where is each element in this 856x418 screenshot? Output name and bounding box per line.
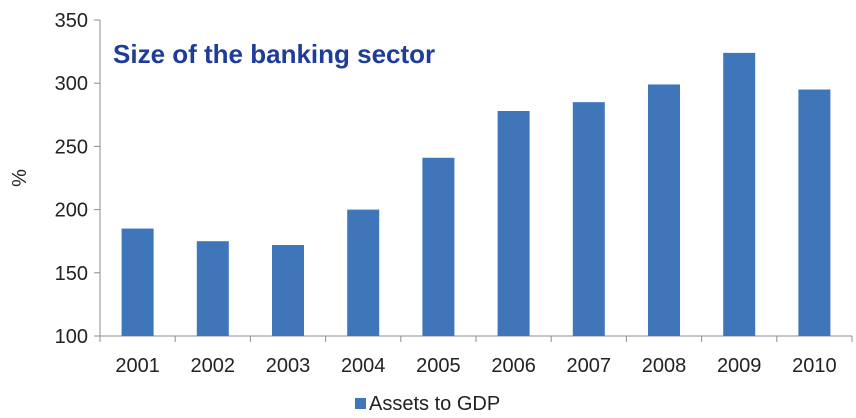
x-tick-label: 2006 xyxy=(491,355,536,377)
x-tick-label: 2010 xyxy=(792,355,837,377)
y-tick-label: 100 xyxy=(55,326,88,348)
x-tick-label: 2003 xyxy=(266,355,311,377)
bar xyxy=(648,84,680,337)
bar xyxy=(798,89,831,337)
y-tick-label: 150 xyxy=(55,263,88,285)
bar xyxy=(723,52,756,336)
x-tick-label: 2008 xyxy=(642,355,687,377)
bar xyxy=(272,244,304,336)
chart-title: Size of the banking sector xyxy=(113,39,435,69)
y-tick-label: 300 xyxy=(55,73,88,95)
y-axis-label: % xyxy=(9,169,31,187)
x-tick-label: 2007 xyxy=(567,355,612,377)
y-tick-label: 200 xyxy=(55,200,88,222)
x-tick-label: 2005 xyxy=(416,355,461,377)
legend: Assets to GDP xyxy=(355,393,500,415)
y-tick-label: 350 xyxy=(55,10,88,32)
x-tick-label: 2002 xyxy=(191,355,236,377)
bar xyxy=(572,102,605,336)
bar xyxy=(121,228,154,336)
bars xyxy=(121,52,831,337)
x-tick-label: 2001 xyxy=(115,355,160,377)
x-tick-label: 2004 xyxy=(341,355,386,377)
bar xyxy=(347,209,380,336)
y-tick-label: 250 xyxy=(55,136,88,158)
legend-label: Assets to GDP xyxy=(369,393,500,415)
x-tick-label: 2009 xyxy=(717,355,762,377)
legend-swatch xyxy=(355,398,366,409)
bar xyxy=(497,111,530,337)
bar xyxy=(422,157,455,336)
bar xyxy=(196,241,229,336)
x-axis: 2001 2002 2003 2004 2005 2006 2007 2008 2009 2010 xyxy=(99,335,853,377)
y-axis: 100 150 200 250 300 350 xyxy=(55,10,101,348)
